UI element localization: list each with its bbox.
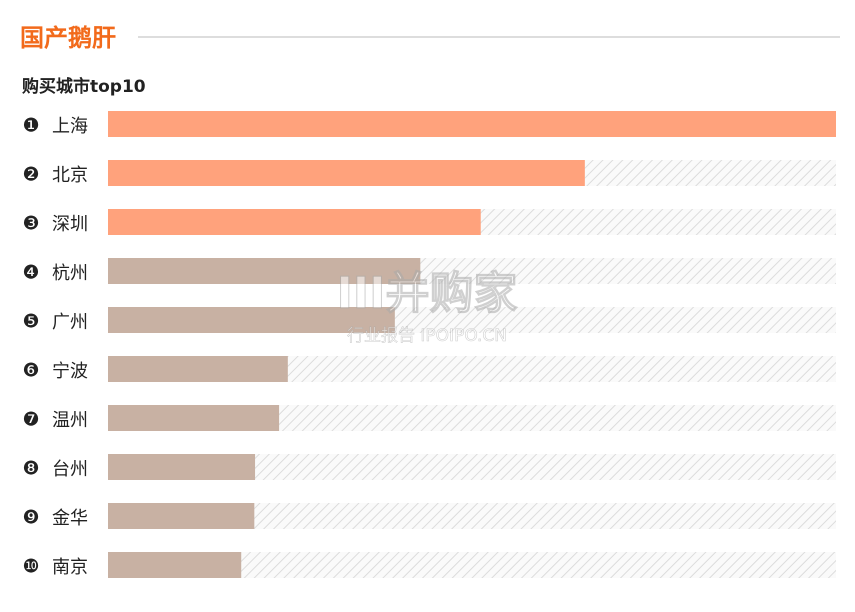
category-label: 金华 <box>52 508 88 529</box>
category-label: 杭州 <box>52 263 88 284</box>
watermark-text: 行业报告 IPOIPO.CN <box>347 326 507 346</box>
rank-label: ❹ <box>22 262 39 284</box>
bar <box>108 307 395 333</box>
category-label: 北京 <box>52 165 88 186</box>
category-label: 上海 <box>52 116 88 137</box>
bar <box>108 503 255 529</box>
bar <box>108 454 256 480</box>
category-label: 温州 <box>52 410 88 431</box>
rank-label: ❻ <box>22 360 39 382</box>
bar <box>108 258 421 284</box>
category-label: 深圳 <box>52 214 88 235</box>
rank-label: ❸ <box>22 213 39 235</box>
rank-label: ❿ <box>22 556 39 578</box>
rank-label: ❺ <box>22 311 39 333</box>
watermark: III并购家 行业报告 IPOIPO.CN <box>336 268 518 347</box>
category-label: 广州 <box>52 312 88 333</box>
watermark-logo: III并购家 <box>336 268 517 319</box>
rank-label: ❷ <box>22 164 39 186</box>
bar <box>108 209 481 235</box>
rows: ❶ 上海 ❷ 北京 ❸ 深圳 ❹ 杭州 ❺ 广州 ❻ 宁波 ❼ 温州 ❽ 台州 ❾ 金华 ❿ 南京 <box>22 111 836 578</box>
rank-label: ❼ <box>22 409 39 431</box>
rank-label: ❾ <box>22 507 39 529</box>
bar <box>108 111 836 137</box>
rank-label: ❶ <box>22 115 39 137</box>
chart-subtitle: 购买城市top10 <box>22 76 146 97</box>
chart-title: 国产鹅肝 <box>20 24 116 52</box>
bar <box>108 356 288 382</box>
bar <box>108 405 280 431</box>
category-label: 宁波 <box>52 361 88 382</box>
category-label: 南京 <box>52 557 88 578</box>
bar <box>108 552 242 578</box>
category-label: 台州 <box>52 459 88 480</box>
bar <box>108 160 585 186</box>
rank-label: ❽ <box>22 458 39 480</box>
